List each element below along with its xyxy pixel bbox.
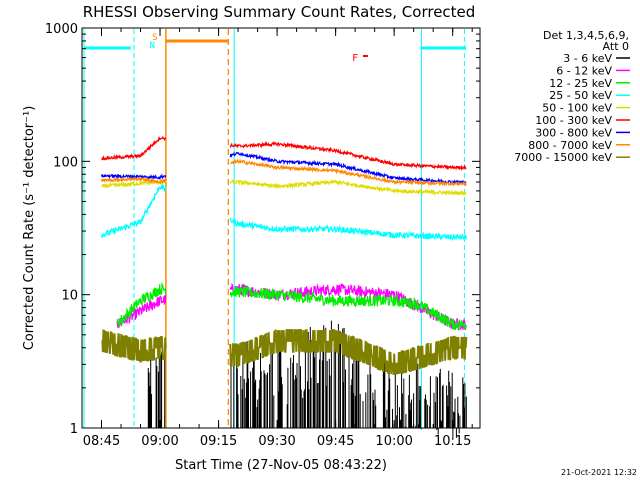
chart-title: RHESSI Observing Summary Count Rates, Co… <box>83 3 476 21</box>
series-line <box>101 135 167 161</box>
timestamp: 21-Oct-2021 12:32 <box>561 468 637 477</box>
legend-entry-label: 7000 - 15000 keV <box>514 151 612 164</box>
legend-entry-label: 3 - 6 keV <box>563 52 612 65</box>
x-tick-label: 10:15 <box>434 434 471 449</box>
plot-area: SN F <box>83 29 468 438</box>
x-tick-label: 09:00 <box>141 434 178 449</box>
series-line <box>101 329 167 363</box>
x-axis: 08:45 09:00 09:15 09:30 09:45 10:00 10:15 <box>81 28 473 449</box>
series-line <box>229 217 467 242</box>
flag-label-n: N <box>150 41 155 51</box>
series-line <box>229 285 467 332</box>
series-line <box>100 173 167 181</box>
y-tick-label: 1 <box>70 422 78 437</box>
series-line <box>116 281 167 328</box>
series-100-300-kev <box>101 135 467 172</box>
y-axis: 1 10 100 1000 <box>45 22 480 437</box>
flag-label-f: F <box>352 53 358 64</box>
x-tick-label: 10:00 <box>375 434 412 449</box>
series-line <box>230 158 467 187</box>
legend-title: Det 1,3,4,5,6,9, <box>543 29 629 42</box>
x-axis-label: Start Time (27-Nov-05 08:43:22) <box>175 458 387 473</box>
legend-entry-label: 6 - 12 keV <box>556 64 612 77</box>
legend-subtitle: Att 0 <box>603 40 629 53</box>
x-tick-label: 09:45 <box>317 434 354 449</box>
series-line <box>229 178 467 197</box>
y-axis-label: Corrected Count Rate (s⁻¹ detector⁻¹) <box>22 106 37 351</box>
plot-frame <box>81 27 481 429</box>
series-line <box>229 151 467 186</box>
x-tick-label: 09:30 <box>258 434 295 449</box>
y-tick-label: 100 <box>53 155 78 170</box>
series-line <box>229 282 467 331</box>
flag-label-s: S <box>152 33 157 43</box>
y-tick-label: 1000 <box>45 22 78 37</box>
legend-entry-label: 100 - 300 keV <box>535 114 612 127</box>
series-25-50-kev <box>100 182 467 242</box>
series-line <box>229 141 467 172</box>
legend-entry-label: 50 - 100 keV <box>542 102 612 115</box>
y-tick-label: 10 <box>61 289 78 304</box>
series-3-6-kev <box>147 320 467 438</box>
series-800-7000-kev <box>100 158 467 187</box>
series-12-25-kev <box>116 281 467 332</box>
legend-entry-label: 800 - 7000 keV <box>528 139 612 152</box>
series-line <box>229 329 468 376</box>
series-line <box>100 176 167 185</box>
series-line <box>147 320 467 438</box>
series-300-800-kev <box>100 151 467 186</box>
series-line <box>100 182 167 238</box>
x-tick-label: 09:15 <box>200 434 237 449</box>
legend-entry-label: 12 - 25 keV <box>549 77 612 90</box>
flare-flag-mark <box>362 55 368 57</box>
series-layer <box>100 135 468 438</box>
legend-entry-label: 300 - 800 keV <box>535 126 612 139</box>
series-7000-15000-kev <box>101 329 468 376</box>
legend-entry-label: 25 - 50 keV <box>549 89 612 102</box>
x-tick-label: 08:45 <box>83 434 120 449</box>
